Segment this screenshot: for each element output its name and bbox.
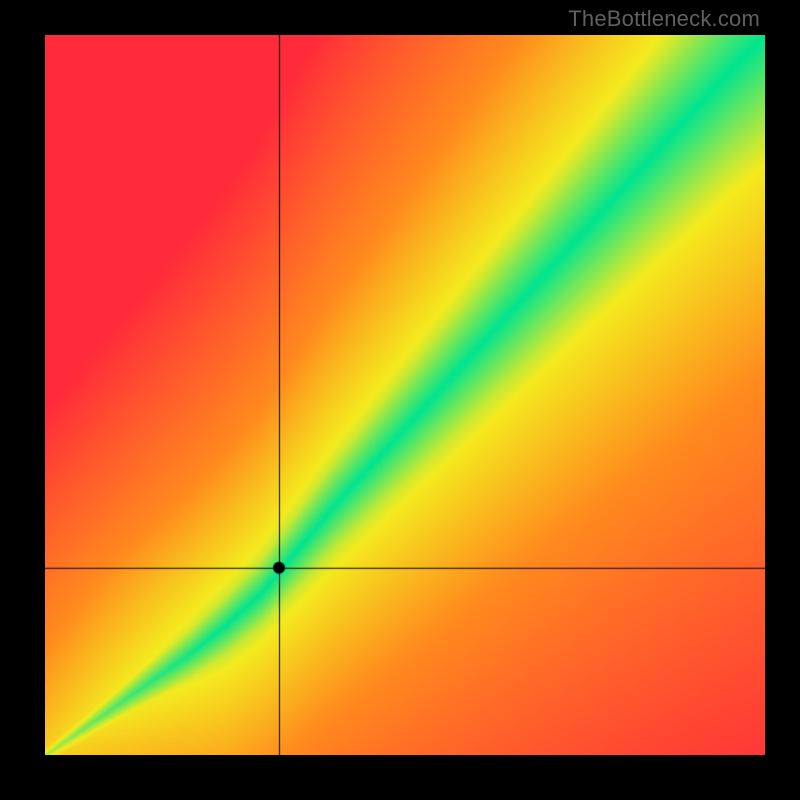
- watermark-text: TheBottleneck.com: [568, 6, 760, 32]
- image-root: TheBottleneck.com: [0, 0, 800, 800]
- heatmap-plot: [45, 35, 765, 755]
- heatmap-canvas: [45, 35, 765, 755]
